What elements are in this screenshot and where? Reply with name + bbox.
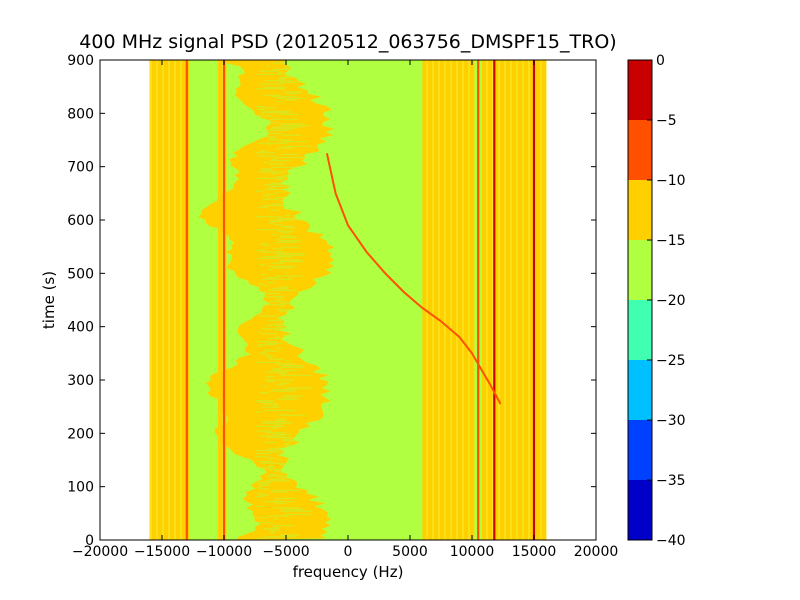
signal-trace-layer xyxy=(325,153,502,405)
y-tick-label: 100 xyxy=(67,480,94,496)
y-tick-label: 0 xyxy=(85,533,94,549)
x-tick-label: 5000 xyxy=(392,544,428,560)
colorbar-tick-label: −10 xyxy=(656,173,686,189)
y-tick-label: 200 xyxy=(67,426,94,442)
y-tick-label: 500 xyxy=(67,266,94,282)
x-tick-label: 20000 xyxy=(574,544,619,560)
y-tick-label: 800 xyxy=(67,106,94,122)
heatmap-band xyxy=(217,60,227,540)
colorbar-tick-label: 0 xyxy=(656,53,665,69)
colorbar-segment xyxy=(628,120,652,180)
heatmap-band xyxy=(481,60,547,540)
colorbar-tick-label: −5 xyxy=(656,113,677,129)
heatmap-band xyxy=(149,60,190,540)
heatmap-band xyxy=(422,60,475,540)
x-tick-label: −5000 xyxy=(262,544,309,560)
y-tick-label: 900 xyxy=(67,53,94,69)
heatmap-noise xyxy=(198,60,335,540)
x-tick-label: 15000 xyxy=(512,544,557,560)
x-tick-label: 10000 xyxy=(450,544,495,560)
colorbar-segment xyxy=(628,60,652,120)
colorbar-segment xyxy=(628,480,652,540)
x-tick-label: −10000 xyxy=(196,544,252,560)
signal-trace xyxy=(325,153,502,405)
colorbar-tick-label: −25 xyxy=(656,353,686,369)
y-tick-label: 600 xyxy=(67,213,94,229)
y-tick-label: 300 xyxy=(67,373,94,389)
x-axis-ticks: −20000 −15000 −10000 −5000 0 5000 10000 15000 20… xyxy=(72,60,618,560)
heatmap-cell xyxy=(149,60,547,540)
heatmap-noise-region xyxy=(198,60,335,540)
colorbar-segment xyxy=(628,300,652,360)
colorbar-segment xyxy=(628,360,652,420)
colorbar-tick-label: −30 xyxy=(656,413,686,429)
heatmap-bands xyxy=(149,60,547,540)
colorbar-segment xyxy=(628,420,652,480)
colorbar-tick-label: −35 xyxy=(656,473,686,489)
y-tick-label: 400 xyxy=(67,320,94,336)
colorbar-segment xyxy=(628,240,652,300)
x-tick-label: −15000 xyxy=(134,544,190,560)
heatmap-vertical-lines xyxy=(185,60,536,540)
x-axis-label: frequency (Hz) xyxy=(293,563,404,581)
x-tick-label: −20000 xyxy=(72,544,128,560)
y-axis-ticks: 0 100 200 300 400 500 600 700 800 900 xyxy=(67,53,596,549)
colorbar xyxy=(628,60,652,540)
heatmap-background xyxy=(149,60,547,540)
colorbar-tick-label: −20 xyxy=(656,293,686,309)
chart-title: 400 MHz signal PSD (20120512_063756_DMSP… xyxy=(79,31,616,53)
colorbar-segment xyxy=(628,180,652,240)
colorbar-tick-label: −15 xyxy=(656,233,686,249)
colorbar-ticks: −40 −35 −30 −25 −20 −15 −10 −5 0 xyxy=(647,53,686,549)
colorbar-tick-label: −40 xyxy=(656,533,686,549)
x-tick-label: 0 xyxy=(344,544,353,560)
y-axis-label: time (s) xyxy=(40,271,58,329)
plot-area xyxy=(149,60,547,540)
y-tick-label: 700 xyxy=(67,160,94,176)
